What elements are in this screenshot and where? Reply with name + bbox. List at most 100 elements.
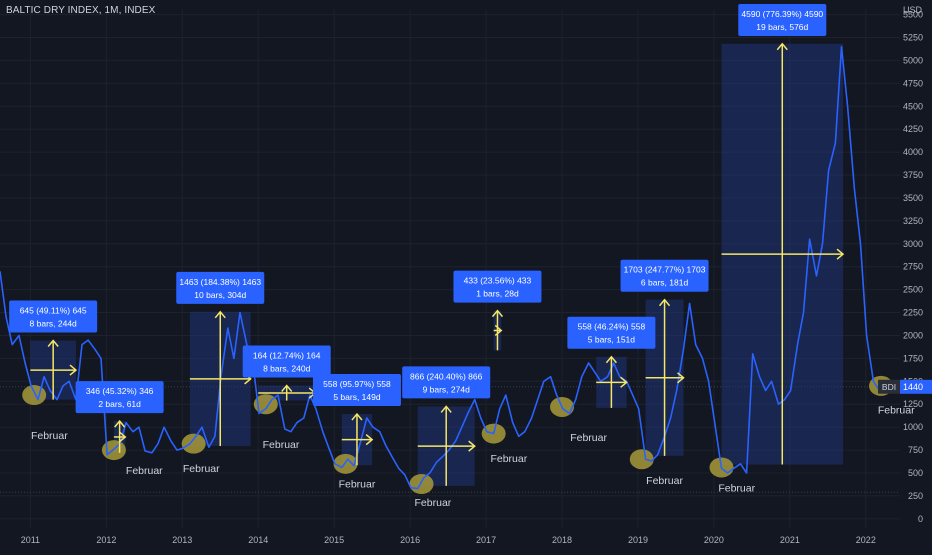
y-tick-label: 3750 [903, 170, 923, 180]
measurement-label-line1: 346 (45.32%) 346 [86, 386, 154, 396]
february-labels: Februar Februar Februar Februar Februar Febru… [31, 404, 915, 509]
arrow-head-right [118, 431, 127, 443]
arrow-head-right [494, 324, 503, 337]
measurement-label-line2: 8 bars, 244d [30, 319, 78, 329]
measurement-label-box [402, 366, 491, 399]
arrow-head-up [281, 384, 293, 393]
measurement-label-line2: 2 bars, 61d [98, 399, 141, 409]
y-tick-label: 1750 [903, 353, 923, 363]
february-label: Februar [263, 439, 300, 451]
measurement-label-line1: 1703 (247.77%) 1703 [624, 265, 706, 275]
measurement-arrows [30, 42, 845, 486]
february-label: Februar [31, 430, 68, 442]
measurement-label-line2: 5 bars, 149d [333, 392, 381, 402]
arrow-head-right [677, 372, 685, 384]
x-tick-label: 2020 [704, 535, 724, 545]
arrow-head-up [491, 309, 504, 318]
measurement-label-box [738, 4, 827, 36]
y-tick-label: 3250 [903, 216, 923, 226]
measurement-label-line1: 433 (23.56%) 433 [464, 276, 532, 286]
measurement-label-box [312, 374, 401, 407]
measurement-label-line2: 9 bars, 274d [423, 384, 471, 394]
y-tick-label: 2250 [903, 308, 923, 318]
measurement-label-line2: 10 bars, 304d [194, 290, 246, 300]
x-tick-label: 2022 [856, 535, 876, 545]
x-tick-label: 2017 [476, 535, 496, 545]
measurement-label-line1: 164 (12.74%) 164 [253, 351, 321, 361]
ticker-title: BALTIC DRY INDEX, 1M, INDEX [6, 5, 156, 16]
last-price-tag: 1440 [903, 382, 923, 392]
measurement-label-box [176, 271, 265, 304]
y-tick-label: 4500 [903, 101, 923, 111]
lowpoint-marker [409, 473, 434, 494]
february-label: Februar [878, 404, 915, 416]
series-layer [0, 45, 887, 490]
measurement-label-box [9, 300, 98, 333]
measurement-label-line1: 1463 (184.38%) 1463 [179, 277, 261, 287]
y-tick-label: 4000 [903, 147, 923, 157]
arrow-head-right [836, 248, 845, 260]
february-label: Februar [718, 482, 755, 494]
measurement-label-line1: 558 (46.24%) 558 [578, 322, 646, 332]
arrow-head-up [605, 355, 617, 364]
y-tick-label: 0 [918, 514, 923, 524]
series-name-tag-box [878, 379, 900, 394]
axis-layer: 5500525050004750450042504000375035003250… [21, 10, 932, 545]
y-tick-label: 1250 [903, 399, 923, 409]
lowpoint-marker [181, 433, 206, 454]
measurement-label-line2: 6 bars, 181d [641, 278, 689, 288]
lowpoint-marker [333, 453, 358, 474]
x-tick-label: 2013 [172, 535, 192, 545]
february-label: Februar [183, 463, 220, 475]
currency-label: USD [902, 5, 922, 15]
arrow-head-up [47, 339, 59, 347]
x-tick-label: 2018 [552, 535, 572, 545]
series-name-tag: BDI [882, 382, 896, 392]
measurement-label-line2: 19 bars, 576d [756, 22, 808, 32]
y-tick-label: 1000 [903, 422, 923, 432]
x-tick-label: 2021 [780, 535, 800, 545]
last-price-tag-box [900, 379, 932, 394]
measurement-label-line2: 8 bars, 240d [263, 364, 311, 374]
measurement-label-line2: 1 bars, 28d [476, 289, 519, 299]
arrow-head-up [440, 405, 452, 413]
measurement-label-line1: 558 (95.97%) 558 [323, 379, 391, 389]
lowpoint-marker [22, 385, 47, 406]
y-tick-label: 3000 [903, 239, 923, 249]
arrow-head-right [365, 434, 374, 446]
arrow-head-up [214, 310, 226, 319]
x-tick-label: 2012 [96, 535, 116, 545]
y-tick-label: 2500 [903, 285, 923, 295]
grid-layer [0, 10, 900, 528]
measurement-ranges [30, 43, 844, 486]
series-line [0, 45, 887, 490]
arrow-head-up [776, 42, 788, 51]
x-tick-label: 2016 [400, 535, 420, 545]
arrow-head-right [620, 376, 628, 388]
y-tick-label: 5250 [903, 33, 923, 43]
february-label: Februar [490, 453, 527, 465]
measurement-label-line2: 5 bars, 151d [588, 335, 636, 345]
y-tick-label: 3500 [903, 193, 923, 203]
x-tick-label: 2015 [324, 535, 344, 545]
measurement-labels: 645 (49.11%) 645 8 bars, 244d 346 (45.32%)… [9, 4, 827, 414]
measurement-label-line1: 4590 (776.39%) 4590 [741, 9, 823, 19]
february-label: Februar [126, 465, 163, 477]
arrow-head-up [351, 412, 363, 421]
y-tick-label: 250 [908, 491, 923, 501]
x-tick-label: 2014 [248, 535, 268, 545]
y-tick-label: 4250 [903, 124, 923, 134]
february-label: Februar [339, 479, 376, 491]
y-tick-label: 500 [908, 468, 923, 478]
lowpoint-marker [629, 449, 654, 470]
arrow-head-up [114, 419, 126, 428]
arrow-head-up [658, 298, 671, 307]
y-tick-label: 750 [908, 445, 923, 455]
x-tick-label: 2011 [21, 535, 40, 545]
measurement-label-box [453, 270, 542, 303]
y-tick-label: 2750 [903, 262, 923, 272]
february-label: Februar [415, 497, 452, 509]
measurement-label-box [620, 259, 709, 292]
